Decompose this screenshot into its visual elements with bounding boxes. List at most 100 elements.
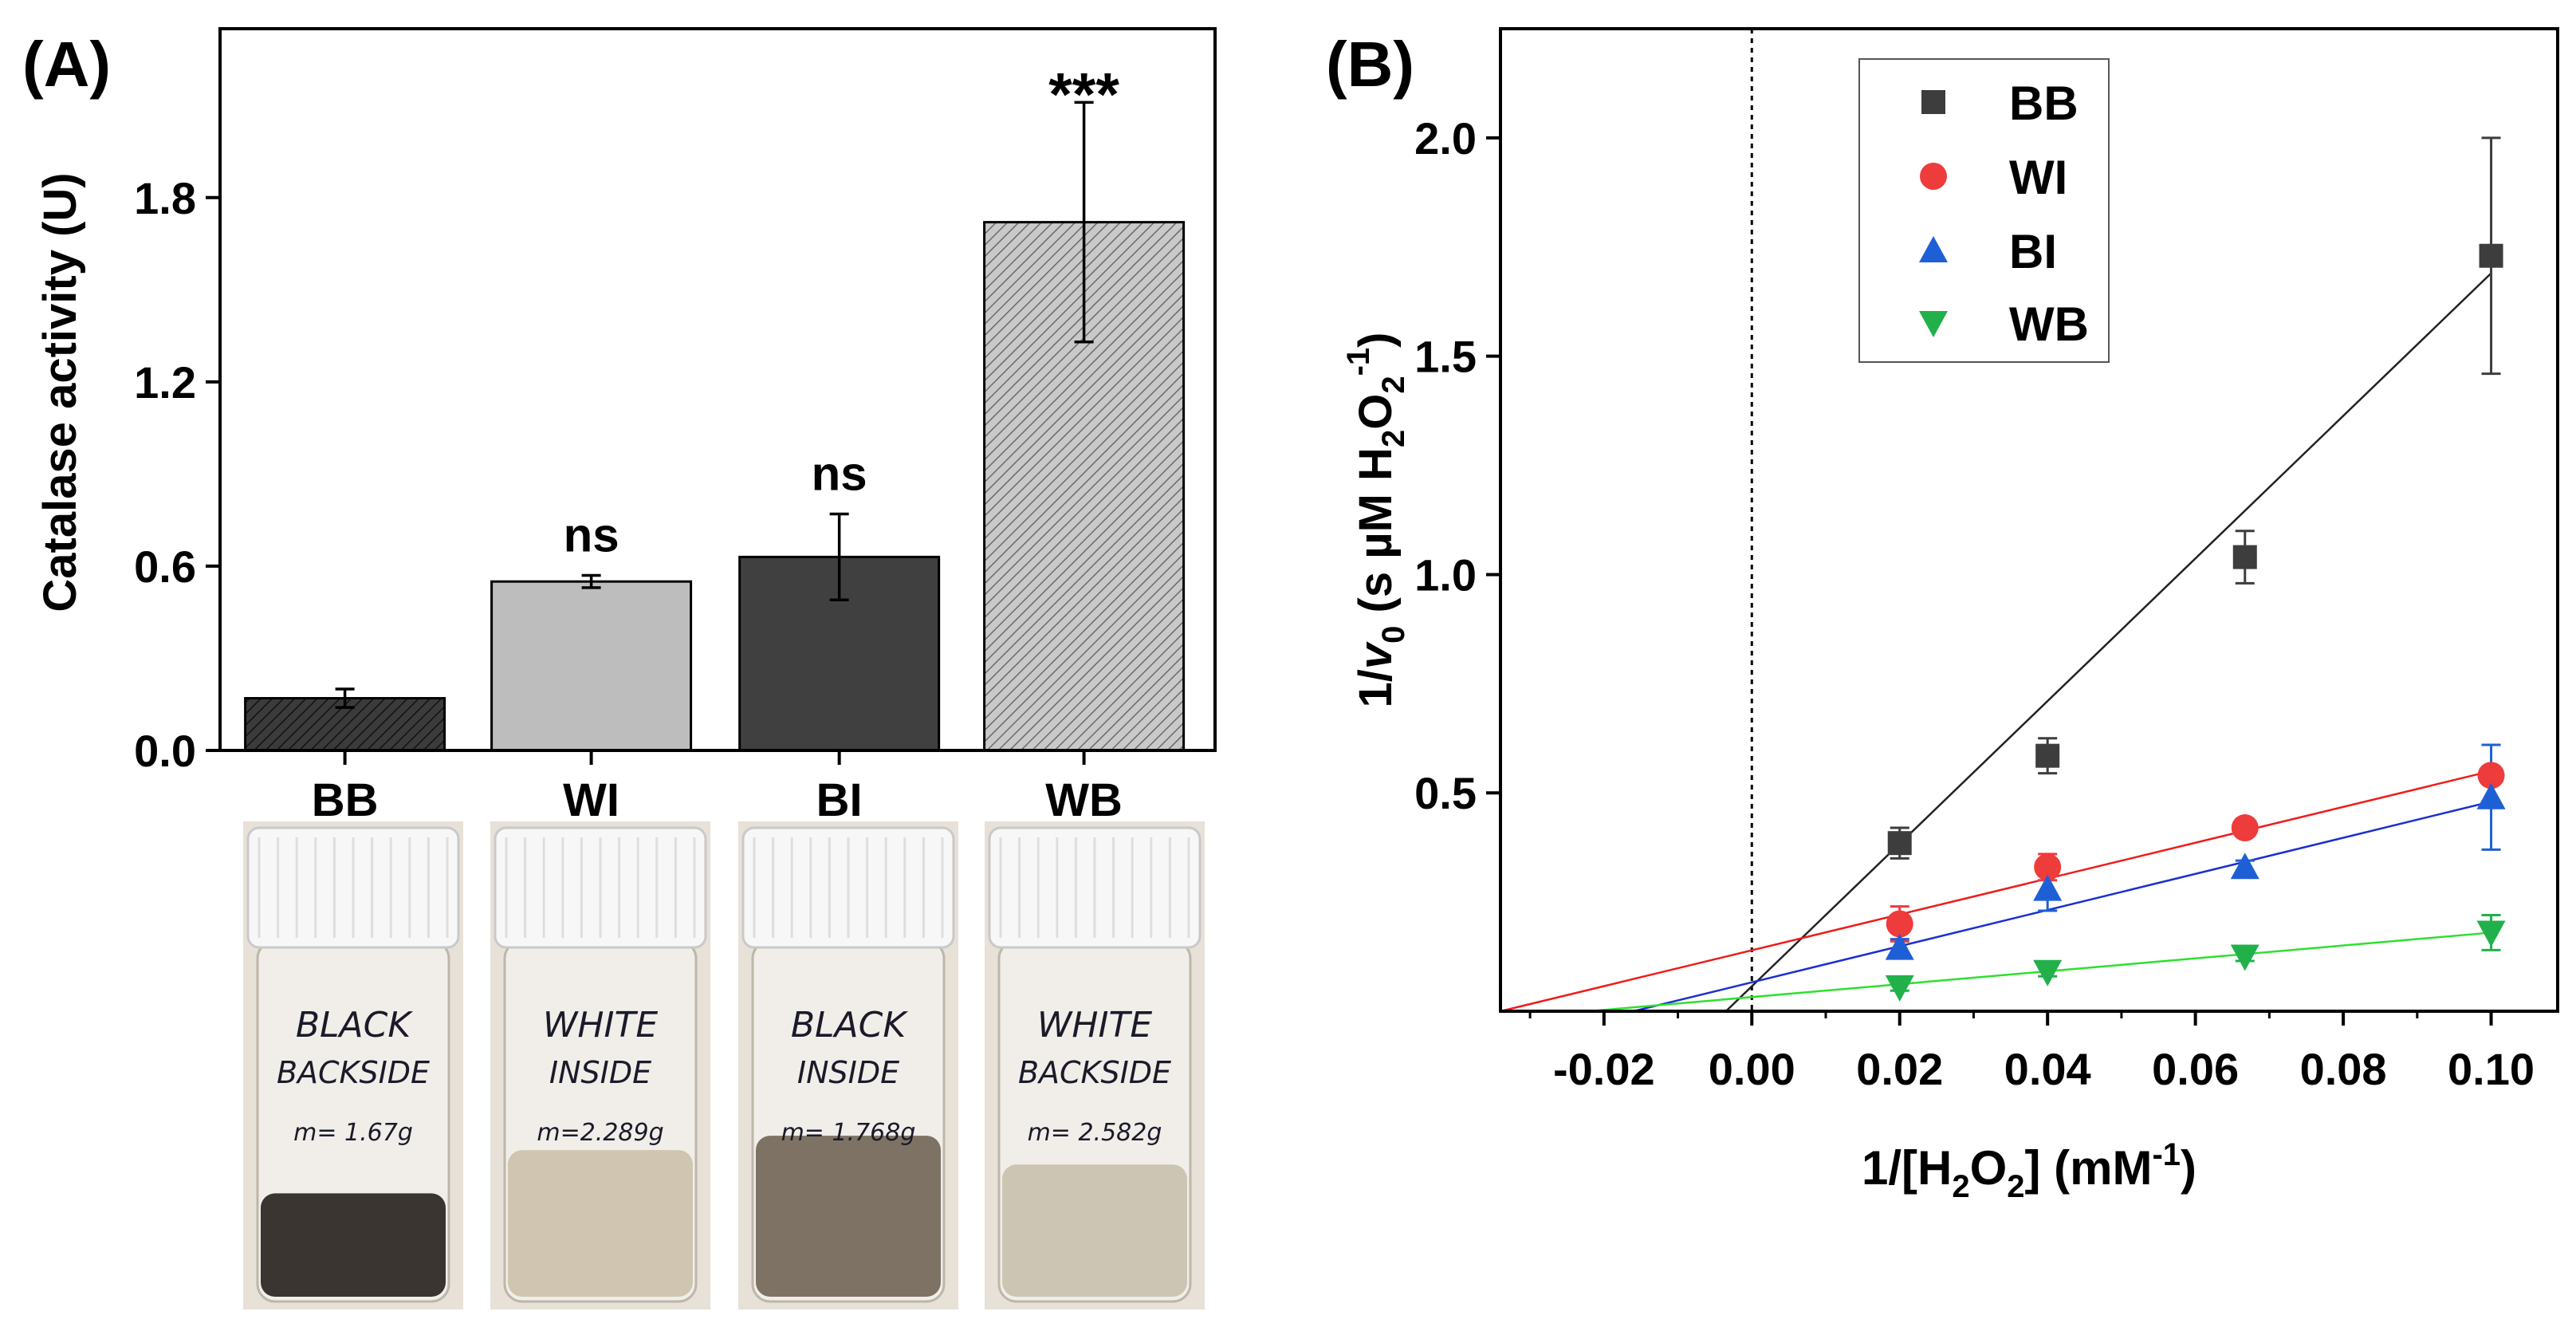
panel-b-x-ticks: -0.02 0.00 0.02 0.04 0.06 0.08 0.10 — [1528, 1011, 2535, 1094]
y-tick-label: 2.0 — [1414, 113, 1477, 163]
annotation-BI: ns — [812, 447, 867, 500]
powder — [1002, 1164, 1187, 1297]
error-bar-WB — [1074, 100, 1094, 344]
legend-marker-WB — [1919, 311, 1948, 337]
panel-a-photos: BLACK BACKSIDE m= 1.67g WHITE INSIDE m=2.289g… — [243, 821, 1205, 1309]
legend-label: BB — [2009, 77, 2078, 130]
panel-a-frame — [218, 27, 1217, 752]
panel-a: (A) ns ns *** 0.0 0.6 1.2 1.8 BB WI BI WB Catala… — [22, 27, 1217, 1309]
error-bar-WI — [581, 573, 601, 589]
vial-photo-BB: BLACK BACKSIDE m= 1.67g — [243, 821, 463, 1309]
annotation-WB: *** — [1048, 61, 1119, 128]
vial-label-line: INSIDE — [797, 1055, 899, 1090]
x-tick-label: 0.00 — [1709, 1044, 1795, 1094]
x-tick-label: 0.04 — [2004, 1044, 2091, 1094]
point-BB — [2479, 243, 2503, 268]
y-tick-label: 1.5 — [1414, 332, 1477, 382]
panel-b-points — [1885, 243, 2506, 1002]
fit-line-BI — [1633, 800, 2491, 1011]
powder — [261, 1193, 446, 1297]
bar-WI — [490, 580, 693, 752]
panel-b-frame — [1499, 27, 2559, 1013]
vial-label-line: INSIDE — [549, 1055, 651, 1090]
y-tick-label: 1.0 — [1414, 549, 1477, 600]
panel-a-x-ticks: BB WI BI WB — [312, 750, 1123, 826]
vial-label-line: WHITE — [1037, 1005, 1152, 1046]
vial-label-line: BACKSIDE — [277, 1055, 430, 1090]
panel-a-error-bars — [335, 100, 1094, 709]
x-tick-label: 0.06 — [2152, 1044, 2239, 1094]
vial-photo-WI: WHITE INSIDE m=2.289g — [490, 821, 710, 1309]
point-BB — [2232, 545, 2257, 569]
powder — [508, 1150, 693, 1297]
x-tick-label-BB: BB — [312, 774, 379, 826]
panel-a-label: (A) — [22, 29, 111, 100]
x-tick-label: -0.02 — [1553, 1044, 1655, 1094]
x-tick-label-WI: WI — [563, 774, 619, 826]
point-WB — [1885, 975, 1914, 1002]
panel-a-y-ticks: 0.0 0.6 1.2 1.8 — [134, 173, 220, 776]
vial-label-line: BLACK — [791, 1005, 909, 1046]
panel-b-y-axis-label: 1/v0 (s µM H2O2-1) — [1341, 333, 1411, 708]
point-BB — [2035, 743, 2060, 768]
legend-box — [1858, 58, 2110, 363]
panel-a-bars — [244, 221, 1186, 752]
fit-line-WI — [1500, 770, 2491, 1011]
vial-label-line: m=2.289g — [537, 1119, 663, 1147]
panel-b-legend: BB WI BI WB — [1858, 58, 2110, 363]
point-WI — [2231, 814, 2259, 842]
panel-b-x-axis-label: 1/[H2O2] (mM-1) — [1862, 1137, 2196, 1204]
legend-label: WI — [2009, 151, 2067, 204]
x-tick-label: 0.02 — [1856, 1044, 1943, 1094]
vial-label-line: BLACK — [296, 1005, 414, 1046]
panel-b: (B) 0.5 1.0 1.5 2.0 -0.02 0.00 0.02 0.04 0.06 0.… — [1326, 27, 2559, 1204]
vial-label-line: m= 1.67g — [293, 1119, 413, 1147]
legend-label: WB — [2009, 297, 2089, 351]
annotation-WI: ns — [564, 508, 619, 561]
y-tick-label: 1.8 — [134, 173, 196, 223]
panel-b-y-ticks: 0.5 1.0 1.5 2.0 — [1414, 113, 1500, 818]
y-tick-label: 1.2 — [134, 357, 196, 408]
point-BI — [2476, 782, 2506, 809]
x-tick-label-WB: WB — [1045, 774, 1123, 826]
point-WB — [2033, 959, 2063, 986]
point-BI — [1885, 933, 1914, 960]
legend-item-BI: BI — [1919, 225, 2057, 278]
x-tick-label-BI: BI — [816, 774, 863, 826]
y-tick-label: 0.5 — [1414, 768, 1477, 818]
panel-a-y-axis-label: Catalase activity (U) — [34, 172, 86, 612]
point-BI — [2230, 853, 2259, 880]
legend-item-BB: BB — [1921, 77, 2078, 130]
point-WI — [1886, 910, 1913, 938]
point-BI — [2033, 874, 2063, 901]
point-BB — [1887, 831, 1912, 856]
legend-marker-WI — [1920, 163, 1947, 190]
point-WI — [2477, 762, 2505, 790]
panel-a-annotations: ns ns *** — [564, 61, 1120, 561]
error-bar-BB — [335, 687, 355, 709]
vial-label-line: m= 2.582g — [1028, 1119, 1162, 1147]
x-tick-label: 0.10 — [2448, 1044, 2535, 1094]
legend-marker-BI — [1919, 236, 1948, 262]
point-WB — [2476, 920, 2506, 947]
y-tick-label: 0.0 — [134, 726, 196, 776]
legend-item-WB: WB — [1919, 297, 2089, 351]
vial-label-line: BACKSIDE — [1018, 1055, 1171, 1090]
powder — [756, 1136, 941, 1297]
panel-b-fit-lines — [1500, 272, 2492, 1011]
vial-label-line: WHITE — [543, 1005, 658, 1046]
fit-line-BB — [1725, 272, 2492, 1011]
error-bar-BI — [829, 512, 849, 602]
point-WI — [2034, 853, 2062, 881]
legend-marker-BB — [1921, 90, 1945, 114]
vial-photo-WB: WHITE BACKSIDE m= 2.582g — [985, 821, 1205, 1309]
vial-label-line: m= 1.768g — [781, 1119, 916, 1147]
vial-photo-BI: BLACK INSIDE m= 1.768g — [738, 821, 958, 1309]
legend-label: BI — [2009, 225, 2057, 278]
legend-item-WI: WI — [1920, 151, 2067, 204]
panel-b-label: (B) — [1326, 29, 1414, 100]
x-tick-label: 0.08 — [2300, 1044, 2387, 1094]
point-WB — [2230, 944, 2259, 971]
y-tick-label: 0.6 — [134, 541, 196, 592]
